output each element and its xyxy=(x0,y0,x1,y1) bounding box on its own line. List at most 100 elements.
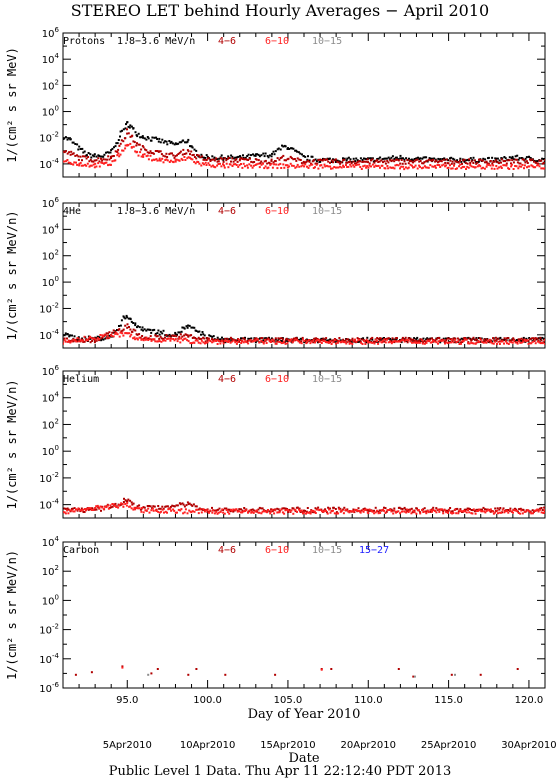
data-point xyxy=(463,160,466,163)
data-point xyxy=(285,339,288,342)
data-point xyxy=(114,502,117,505)
data-point xyxy=(126,316,129,319)
data-point xyxy=(293,158,296,160)
data-point xyxy=(494,507,497,510)
data-point xyxy=(345,161,348,164)
data-point xyxy=(231,165,234,167)
data-point xyxy=(377,342,380,345)
data-point xyxy=(482,157,485,160)
data-point xyxy=(95,505,98,508)
data-point xyxy=(156,159,159,162)
data-point xyxy=(168,161,171,163)
data-point xyxy=(326,158,329,161)
data-point xyxy=(408,508,410,511)
data-point xyxy=(327,506,330,509)
data-point xyxy=(85,339,88,342)
data-point xyxy=(312,338,315,341)
data-point xyxy=(512,161,515,164)
data-point xyxy=(415,339,418,342)
data-point xyxy=(353,340,356,343)
data-point xyxy=(456,167,458,170)
data-point xyxy=(523,339,526,341)
data-point xyxy=(514,155,517,158)
data-point xyxy=(284,342,287,345)
data-point xyxy=(246,164,249,167)
data-point xyxy=(271,510,274,513)
data-point xyxy=(458,165,460,168)
data-point xyxy=(126,323,129,326)
data-point xyxy=(64,507,67,510)
data-point xyxy=(132,140,135,143)
data-point xyxy=(542,512,545,514)
data-point xyxy=(317,506,320,509)
data-point xyxy=(301,338,304,341)
data-point xyxy=(468,337,471,340)
data-point xyxy=(276,148,279,151)
data-point xyxy=(389,159,392,162)
data-point xyxy=(290,509,293,512)
data-point xyxy=(257,162,260,165)
data-point xyxy=(404,166,407,169)
data-point xyxy=(332,341,335,344)
date-tick-label: 5Apr2010 xyxy=(103,740,152,751)
data-point xyxy=(526,509,529,512)
data-point xyxy=(450,510,453,513)
data-point xyxy=(457,512,460,515)
data-point xyxy=(248,163,251,166)
data-point xyxy=(173,143,176,146)
data-point xyxy=(222,511,225,514)
data-point xyxy=(220,154,223,157)
data-point xyxy=(127,132,130,135)
legend-entry: Helium xyxy=(63,374,99,385)
data-point xyxy=(243,507,246,509)
data-point xyxy=(254,154,257,157)
data-point xyxy=(70,163,73,165)
data-point xyxy=(442,510,445,513)
data-point xyxy=(374,164,377,167)
data-point xyxy=(117,152,120,155)
data-point xyxy=(215,340,218,342)
data-point xyxy=(151,152,154,155)
data-point xyxy=(303,340,306,342)
data-point xyxy=(459,159,461,162)
data-point xyxy=(190,503,193,506)
data-point xyxy=(351,343,354,345)
data-point xyxy=(216,343,219,345)
data-point xyxy=(183,327,186,330)
data-point xyxy=(239,339,242,342)
data-point xyxy=(259,162,262,165)
data-point xyxy=(206,155,209,158)
data-point xyxy=(505,337,508,340)
data-point xyxy=(273,512,276,515)
data-point xyxy=(270,155,273,158)
data-point xyxy=(181,153,184,156)
data-point xyxy=(267,509,270,511)
data-point xyxy=(287,339,290,342)
data-point xyxy=(130,320,133,323)
data-point xyxy=(451,160,454,163)
data-point xyxy=(422,166,425,169)
data-point xyxy=(105,337,108,340)
data-point xyxy=(157,505,160,507)
data-point xyxy=(124,144,127,147)
data-point xyxy=(465,511,468,514)
data-point xyxy=(377,510,380,513)
data-point xyxy=(525,337,528,340)
data-point xyxy=(241,511,244,514)
data-point xyxy=(403,158,406,161)
data-point xyxy=(403,510,406,513)
data-point xyxy=(511,155,514,158)
series-10−15 xyxy=(147,673,456,678)
data-point xyxy=(539,508,541,511)
data-point xyxy=(128,126,131,129)
data-point xyxy=(97,338,100,341)
data-point xyxy=(176,154,178,157)
data-point xyxy=(161,157,164,160)
data-point xyxy=(396,340,398,343)
data-point xyxy=(346,340,349,343)
data-point xyxy=(325,509,327,512)
data-point xyxy=(520,341,523,344)
data-point xyxy=(429,509,432,512)
data-point xyxy=(465,168,467,170)
data-point xyxy=(230,154,233,157)
